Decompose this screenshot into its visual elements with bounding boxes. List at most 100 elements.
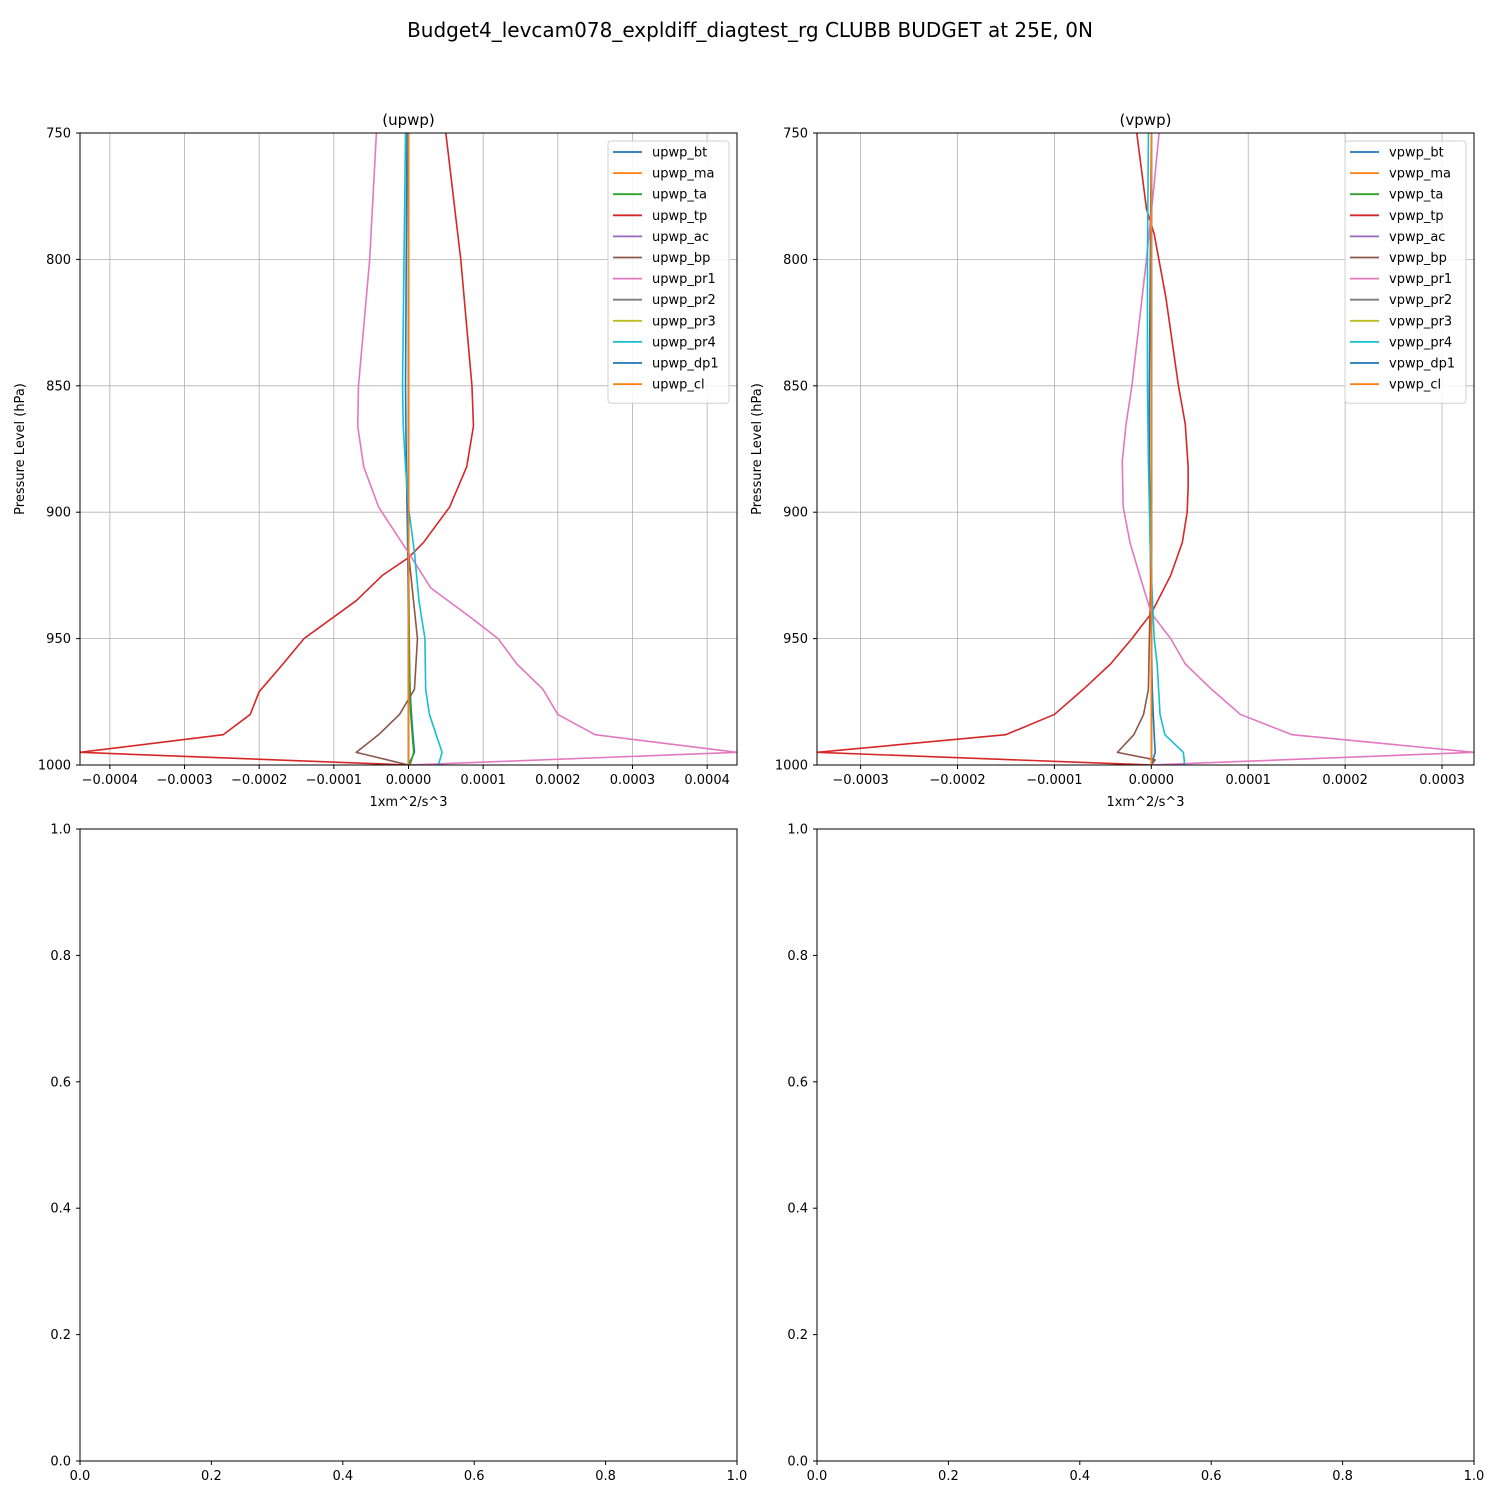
series-lines [817,133,1474,765]
x-tick-label: 0.0003 [1419,773,1465,788]
legend-label: upwp_pr2 [652,293,716,308]
x-tick-label: 0.0001 [460,773,506,788]
x-tick-label: −0.0001 [1026,773,1082,788]
x-tick-label: 0.0002 [535,773,581,788]
y-tick-label: 900 [783,506,808,521]
x-tick-label: 1.0 [727,1469,748,1484]
legend-label: vpwp_pr2 [1389,293,1452,308]
x-tick-label: 0.0 [70,1469,91,1484]
x-tick-label: −0.0003 [832,773,888,788]
x-tick-label: −0.0002 [929,773,985,788]
x-tick-label: 0.0004 [684,773,730,788]
y-tick-label: 800 [46,253,71,268]
y-tick-label: 750 [46,127,71,142]
legend-label: vpwp_dp1 [1389,357,1455,372]
y-tick-label: 0.4 [787,1202,808,1217]
axes-frame [816,828,1475,1462]
x-tick-label: 0.0 [807,1469,828,1484]
x-tick-label: 0.2 [938,1469,959,1484]
x-tick-label: −0.0002 [231,773,287,788]
legend: upwp_bt upwp_ma upwp_ta upwp_tp upwp_ac upwp_… [607,140,730,404]
y-tick-label: 1.0 [50,823,71,838]
legend-label: upwp_ac [652,230,709,245]
series-lines [80,133,737,765]
y-tick-label: 1.0 [787,823,808,838]
legend: vpwp_bt vpwp_ma vpwp_ta vpwp_tp vpwp_ac vpwp_… [1344,140,1467,404]
y-tick-label: 950 [46,632,71,647]
panel-3: 0.0 0.2 0.4 0.6 0.8 1.0 0.0 0.2 0.4 0.6 0.8 1.0 [50,823,747,1485]
panel-1: −0.0004 −0.0003 −0.0002 −0.0001 0.0000 0.0001… [13,111,738,810]
x-tick-label: −0.0001 [306,773,362,788]
x-tick-label: 0.0002 [1322,773,1368,788]
legend-label: vpwp_ma [1389,167,1451,182]
y-tick-label: 0.4 [50,1202,71,1217]
y-tick-label: 0.8 [787,949,808,964]
x-tick-label: 0.6 [464,1469,485,1484]
x-tick-label: 0.0000 [1129,773,1175,788]
x-tick-label: 0.4 [332,1469,353,1484]
series-line-upwp_pr1 [356,133,737,765]
series-line-vpwp_tp [817,133,1189,765]
legend-label: upwp_cl [652,378,705,393]
x-tick-label: 0.0001 [1225,773,1271,788]
legend-label: upwp_dp1 [652,357,719,372]
y-tick-label: 0.8 [50,949,71,964]
panel-4: 0.0 0.2 0.4 0.6 0.8 1.0 0.0 0.2 0.4 0.6 0.8 1.0 [787,823,1484,1485]
x-tick-label: 0.8 [595,1469,616,1484]
y-tick-label: 0.6 [787,1075,808,1090]
y-axis-label: Pressure Level (hPa) [750,383,765,515]
legend-label: vpwp_tp [1389,209,1444,224]
axes-frame [816,132,1475,766]
x-tick-label: 0.6 [1201,1469,1222,1484]
x-tick-label: −0.0004 [82,773,138,788]
legend-label: upwp_bt [652,146,707,161]
axes-frame [79,828,738,1462]
x-tick-label: 1.0 [1464,1469,1485,1484]
legend-label: upwp_pr4 [652,335,716,350]
legend-label: vpwp_ta [1389,188,1443,203]
legend-label: upwp_ta [652,188,707,203]
x-tick-label: −0.0003 [156,773,212,788]
y-tick-label: 0.0 [787,1455,808,1470]
x-tick-label: 0.4 [1069,1469,1090,1484]
x-tick-label: 0.0000 [386,773,432,788]
x-axis-label: 1xm^2/s^3 [369,795,447,810]
x-axis-label: 1xm^2/s^3 [1106,795,1184,810]
legend-label: vpwp_cl [1389,378,1441,393]
legend-label: upwp_ma [652,167,715,182]
legend-box [607,140,730,404]
x-tick-label: 0.8 [1332,1469,1353,1484]
y-tick-label: 0.6 [50,1075,71,1090]
y-axis-label: Pressure Level (hPa) [13,383,28,515]
series-line-upwp_tp [80,133,475,765]
series-line-upwp_pr4 [401,133,443,765]
series-line-vpwp_pr1 [1121,133,1474,765]
y-tick-label: 850 [783,379,808,394]
y-tick-label: 950 [783,632,808,647]
legend-label: upwp_pr1 [652,272,716,287]
legend-label: vpwp_bt [1389,146,1444,161]
legend-label: vpwp_bp [1389,251,1447,266]
figure-suptitle: Budget4_levcam078_expldiff_diagtest_rg C… [407,18,1093,42]
panel-title: (upwp) [382,111,435,129]
y-tick-label: 1000 [38,759,71,774]
legend-label: upwp_tp [652,209,707,224]
legend-label: vpwp_pr4 [1389,335,1452,350]
legend-label: upwp_pr3 [652,314,716,329]
series-line-vpwp_pr4 [1146,133,1186,765]
legend-label: vpwp_pr3 [1389,314,1452,329]
y-tick-label: 750 [783,127,808,142]
legend-label: upwp_bp [652,251,710,266]
y-tick-label: 900 [46,506,71,521]
y-tick-label: 0.0 [50,1455,71,1470]
y-tick-label: 800 [783,253,808,268]
panel-2: −0.0003 −0.0002 −0.0001 0.0000 0.0001 0.0002 0… [750,111,1475,810]
legend-label: vpwp_pr1 [1389,272,1452,287]
panel-title: (vpwp) [1120,111,1172,129]
y-tick-label: 850 [46,379,71,394]
y-tick-label: 0.2 [787,1328,808,1343]
x-tick-label: 0.2 [201,1469,222,1484]
legend-box [1344,140,1467,404]
